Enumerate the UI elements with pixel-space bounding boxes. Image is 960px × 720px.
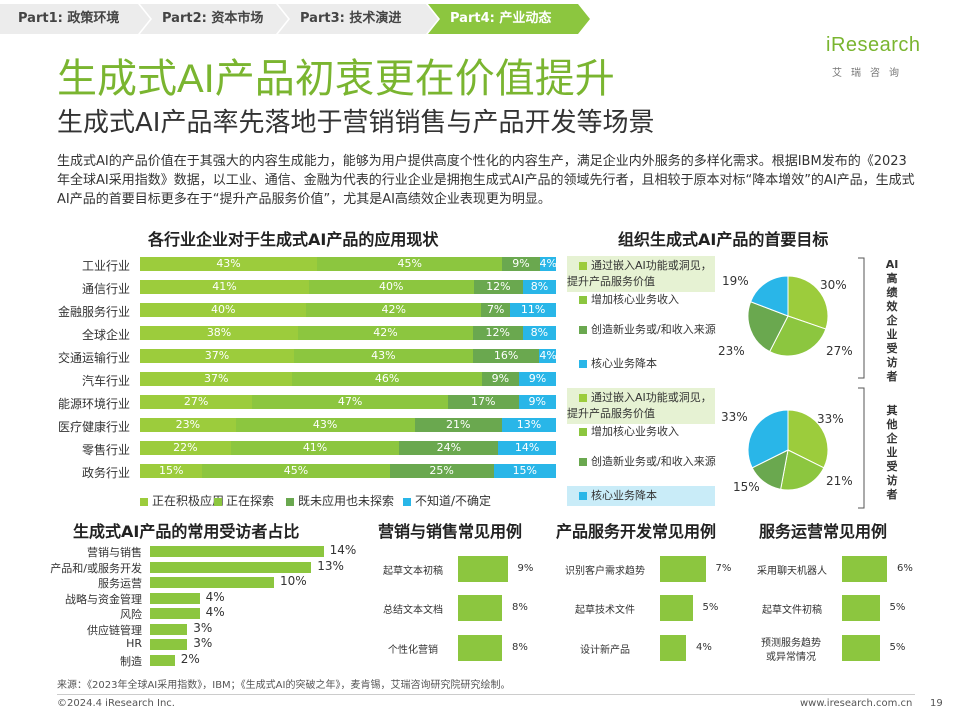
usecase-title-product: 产品服务开发常见用例 [556, 522, 717, 541]
respondents-title: 生成式AI产品的常用受访者占比 [73, 522, 300, 541]
pie-slice [747, 409, 789, 469]
intro-paragraph: 生成式AI的产品价值在于其强大的内容生成能力，能够为用户提供高度个性化的内容生产… [57, 154, 915, 207]
footer-copyright: ©2024.4 iResearch Inc. [57, 698, 175, 709]
industry-chart-title: 各行业企业对于生成式AI产品的应用现状 [148, 230, 439, 249]
tab-part1[interactable]: Part1: 政策环境 [0, 4, 150, 34]
usecase-title-service: 服务运营常见用例 [759, 522, 888, 541]
page-subtitle: 生成式AI产品率先落地于营销销售与产品开发等场景 [57, 108, 655, 138]
goals-title: 组织生成式AI产品的首要目标 [618, 230, 829, 249]
pie-slice [787, 275, 829, 330]
tab-part4[interactable]: Part4: 产业动态 [428, 4, 590, 34]
source-note: 来源：《2023年全球AI采用指数》，IBM；《生成式AI的突破之年》，麦肯锡，… [57, 680, 511, 691]
usecase-title-marketing: 营销与销售常见用例 [378, 522, 523, 541]
footer-divider [57, 694, 915, 695]
group-bracket [858, 257, 865, 379]
pie-slice [780, 449, 825, 491]
pie-slice [749, 275, 789, 317]
pie-slice [768, 315, 827, 357]
group-bracket [858, 387, 865, 509]
page-number: 19 [930, 698, 943, 709]
footer-url[interactable]: www.iresearch.com.cn [800, 698, 913, 709]
page-title: 生成式AI产品初衷更在价值提升 [57, 57, 615, 101]
pie-slice [787, 409, 829, 469]
iresearch-logo: iResearch [826, 34, 921, 56]
tab-part3[interactable]: Part3: 技术演进 [278, 4, 438, 34]
iresearch-logo-sub: 艾瑞咨询 [832, 68, 908, 79]
tab-part2[interactable]: Part2: 资本市场 [140, 4, 288, 34]
pie-slice [747, 301, 789, 353]
